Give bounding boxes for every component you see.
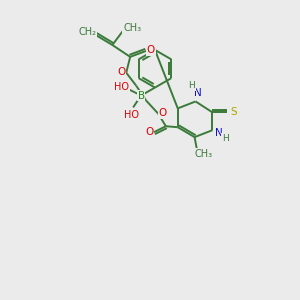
Text: S: S (230, 107, 236, 117)
Text: N: N (215, 128, 223, 138)
Text: H: H (188, 81, 195, 90)
Text: HO: HO (114, 82, 129, 92)
Text: B: B (137, 91, 145, 100)
Text: CH₃: CH₃ (123, 23, 141, 33)
Text: O: O (147, 45, 155, 55)
Text: O: O (159, 108, 167, 118)
Text: N: N (194, 88, 201, 98)
Text: CH₂: CH₂ (79, 27, 97, 37)
Text: H: H (222, 134, 229, 142)
Text: CH₃: CH₃ (194, 149, 213, 159)
Text: O: O (117, 67, 125, 77)
Text: HO: HO (124, 110, 139, 120)
Text: O: O (145, 127, 153, 137)
